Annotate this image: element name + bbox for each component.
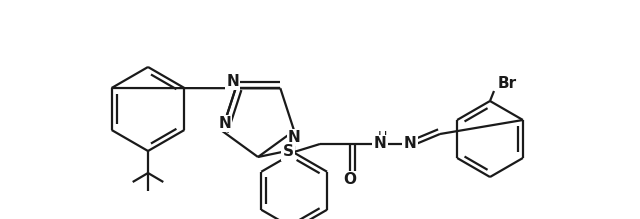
Text: N: N	[227, 74, 239, 89]
Text: N: N	[404, 136, 417, 152]
Text: N: N	[374, 136, 387, 152]
Text: N: N	[288, 130, 301, 145]
Text: N: N	[218, 116, 231, 131]
Text: Br: Br	[498, 76, 517, 90]
Text: S: S	[282, 145, 294, 159]
Text: H: H	[378, 129, 387, 143]
Text: O: O	[344, 173, 356, 187]
